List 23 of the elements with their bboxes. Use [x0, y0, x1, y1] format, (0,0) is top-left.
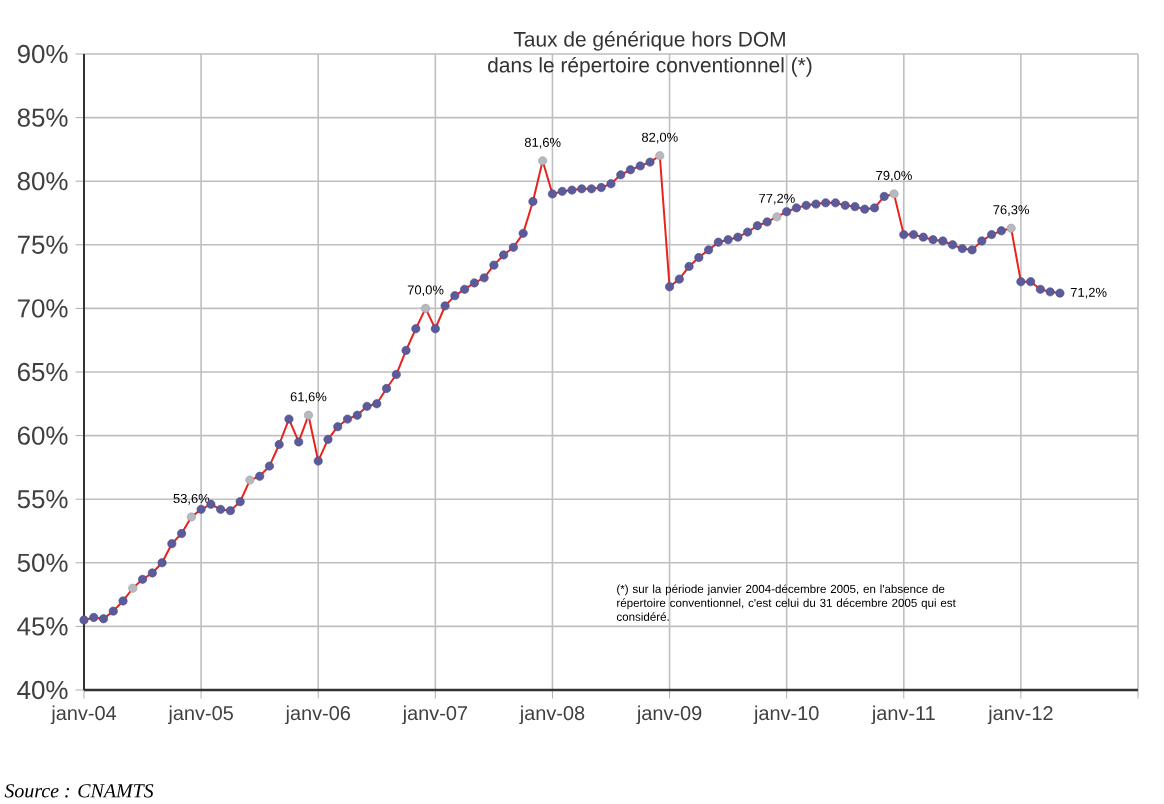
y-tick-label: 90% — [17, 44, 68, 64]
y-tick-label: 40% — [17, 680, 68, 700]
x-tick-label: janv-11 — [871, 705, 935, 725]
x-tick-label: janv-12 — [987, 705, 1053, 725]
x-tick-label: janv-08 — [519, 705, 585, 725]
y-tick-label: 70% — [17, 299, 68, 318]
y-tick-label: 85% — [17, 108, 68, 127]
y-tick-label: 65% — [17, 362, 68, 382]
x-tick-label: janv-04 — [50, 705, 117, 725]
y-tick-label: 80% — [17, 172, 68, 191]
x-tick-label: janv-06 — [285, 705, 351, 725]
y-tick-label: 60% — [17, 426, 68, 445]
x-tick-label: janv-09 — [636, 705, 702, 725]
y-tick-label: 50% — [17, 553, 68, 572]
x-tick-label: janv-07 — [402, 705, 468, 725]
chart-title: Taux de générique hors DOM — [513, 31, 785, 51]
y-tick-label: 55% — [17, 490, 68, 509]
x-tick-label: janv-10 — [753, 705, 819, 725]
x-tick-label: janv-05 — [167, 705, 233, 725]
chart-subtitle: dans le répertoire conventionnel (*) — [488, 56, 812, 77]
y-tick-label: 75% — [17, 235, 68, 254]
source-note: Source : CNAMTS — [4, 784, 154, 798]
y-tick-label: 45% — [17, 617, 68, 636]
